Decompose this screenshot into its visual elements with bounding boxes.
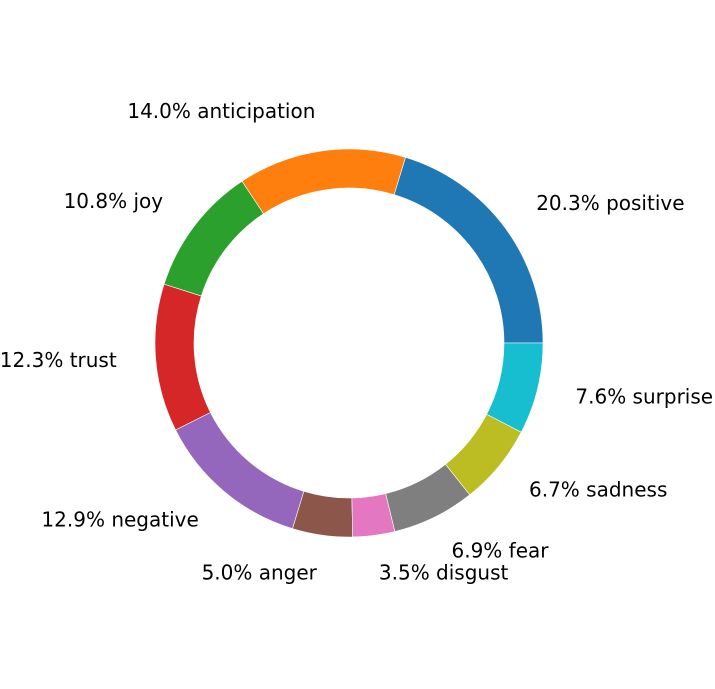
label-anticipation: 14.0% anticipation	[127, 99, 315, 123]
label-negative: 12.9% negative	[41, 508, 198, 532]
label-positive: 20.3% positive	[536, 191, 684, 215]
label-anger: 5.0% anger	[202, 560, 318, 584]
slices-layer	[154, 148, 544, 538]
labels-layer: 20.3% positive 14.0% anticipation 10.8% jo…	[0, 99, 713, 585]
slice-trust	[154, 283, 211, 431]
label-sadness: 6.7% sadness	[529, 478, 667, 502]
slice-positive	[393, 157, 544, 344]
slice-surprise	[486, 342, 544, 433]
label-surprise: 7.6% surprise	[575, 385, 713, 409]
slice-joy	[163, 180, 264, 297]
label-disgust: 3.5% disgust	[379, 561, 509, 585]
label-fear: 6.9% fear	[452, 539, 550, 563]
slice-anger	[292, 490, 353, 538]
label-joy: 10.8% joy	[64, 189, 164, 213]
label-trust: 12.3% trust	[0, 348, 117, 372]
slice-anticipation	[241, 148, 406, 215]
